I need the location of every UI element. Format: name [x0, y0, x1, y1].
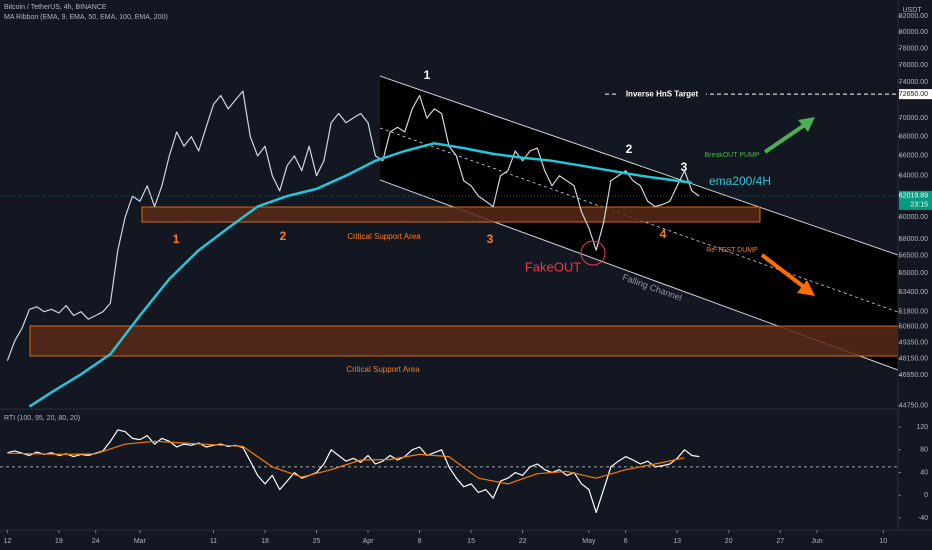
x-tick-label: 10 [879, 538, 887, 545]
x-tick-label: May [582, 538, 596, 545]
y-tick-label: 50600.00 [899, 324, 928, 331]
zone-label: Critical Support Area [347, 232, 421, 241]
x-tick-label: 20 [725, 538, 733, 545]
y-tick-label: 70000.00 [899, 115, 928, 122]
y-tick-label: 51800.00 [899, 309, 928, 316]
y-tick-label: 55000.00 [899, 270, 928, 277]
fakeout-circle [580, 240, 606, 266]
y-tick-label: 48150.00 [899, 356, 928, 363]
x-tick-label: 6 [624, 538, 628, 545]
series-line [6, 90, 700, 361]
channel-mid [379, 127, 899, 313]
falling-channel [380, 76, 898, 370]
x-tick-label: 27 [776, 538, 784, 545]
unit: USDT [902, 7, 922, 14]
x-tick-label: 19 [55, 538, 63, 545]
y-tick-label: 74000.00 [899, 79, 928, 86]
y-tick-label: 44750.00 [899, 403, 928, 410]
countdown: 23:15 [910, 202, 928, 209]
y-tick-label: 49350.00 [899, 340, 928, 347]
rti-title: RTI (100, 95, 20, 80, 20) [4, 415, 80, 422]
title: Bitcoin / TetherUS, 4h, BINANCE [4, 4, 107, 11]
x-tick-label: 18 [261, 538, 269, 545]
x-tick-label: 22 [519, 538, 527, 545]
x-tick-label: Apr [363, 538, 375, 545]
y-tick-label: 56500.00 [899, 253, 928, 260]
series-line [28, 142, 693, 408]
support-label: 1 [173, 232, 180, 246]
y-tick-label: -40 [918, 515, 928, 522]
series-line [7, 429, 700, 513]
last-price-box [899, 190, 932, 210]
target-label-bg [618, 88, 706, 101]
fakeout-label: FakeOUT [525, 259, 581, 274]
arrow [760, 253, 806, 289]
support-label: 4 [660, 227, 667, 241]
x-tick-label: Mar [134, 538, 147, 545]
channel-top [379, 75, 899, 256]
y-tick-label: 53400.00 [899, 289, 928, 296]
breakout-label: BreakOUT PUMP [704, 152, 759, 159]
x-tick-label: 8 [418, 538, 422, 545]
y-tick-label: 46950.00 [899, 372, 928, 379]
y-tick-label: 80 [920, 447, 928, 454]
arrow-head [798, 117, 815, 132]
arrow [763, 122, 808, 154]
x-tick-label: 25 [313, 538, 321, 545]
subtitle: MA Ribbon (EMA, 9, EMA, 50, EMA, 100, EM… [4, 14, 168, 21]
ema-label: ema200/4H [709, 174, 771, 188]
y-tick-label: 0 [924, 492, 928, 499]
y-tick-label: 66000.00 [899, 153, 928, 160]
retest-label: Re-TEST DUMP [706, 247, 758, 254]
x-tick-label: 24 [92, 538, 100, 545]
wave-label: 2 [626, 142, 633, 156]
y-tick-label: 40 [920, 469, 928, 476]
arrow-head [797, 280, 815, 296]
y-tick-label: 68000.00 [899, 134, 928, 141]
x-tick-label: Jun [811, 538, 822, 545]
target-label: Inverse HnS Target [626, 89, 699, 98]
x-tick-label: 12 [3, 538, 11, 545]
y-tick-label: 60000.00 [899, 214, 928, 221]
last-price: 62019.89 [899, 193, 928, 200]
support-label: 2 [280, 229, 287, 243]
x-tick-label: 15 [467, 538, 475, 545]
wave-label: 1 [424, 68, 431, 82]
support-zone [29, 325, 899, 357]
wave-label: 3 [681, 160, 688, 174]
x-tick-label: 11 [210, 538, 217, 545]
y-tick-label: 64000.00 [899, 173, 928, 180]
support-label: 3 [487, 232, 494, 246]
x-tick-label: 13 [673, 538, 681, 545]
y-tick-label: 58000.00 [899, 236, 928, 243]
y-tick-label: 76000.00 [899, 62, 928, 69]
target-price: 72650.00 [899, 91, 928, 98]
y-tick-label: 82000.00 [899, 13, 928, 20]
support-zone [141, 206, 761, 223]
zone-label: Critical Support Area [346, 365, 420, 374]
target-price-box [899, 89, 932, 100]
y-tick-label: 80000.00 [899, 29, 928, 36]
series-line [7, 440, 685, 485]
y-tick-label: 120 [916, 424, 928, 431]
y-tick-label: 78000.00 [899, 45, 928, 52]
